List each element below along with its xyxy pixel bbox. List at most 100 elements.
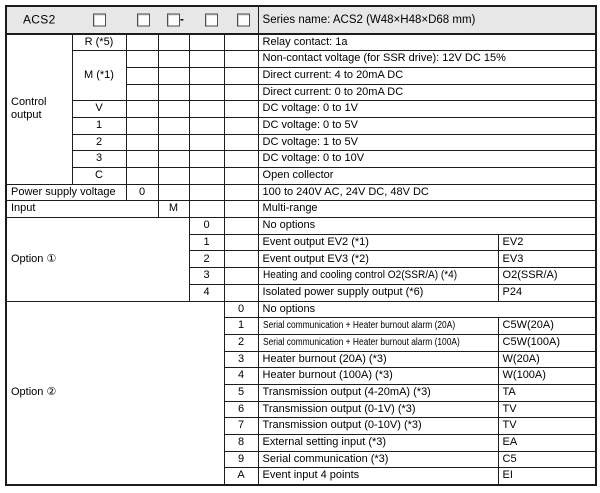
description-cell: Non-contact voltage (for SSR drive): 12V… bbox=[257, 50, 597, 68]
model-digit-checkbox-icon bbox=[137, 13, 150, 27]
code-cell: 8 bbox=[223, 434, 259, 452]
option-code-cell: EA bbox=[497, 434, 597, 452]
code-cell: 3 bbox=[71, 150, 127, 168]
description-cell: Open collector bbox=[257, 167, 597, 185]
series-name-cell: Series name: ACS2 (W48×H48×D68 mm) bbox=[257, 5, 597, 35]
table-row: Direct current: 4 to 20mA DC bbox=[6, 66, 597, 85]
description-cell: External setting input (*3) bbox=[257, 434, 499, 452]
section-label-control-output: Control output bbox=[5, 33, 73, 185]
code-cell: 6 bbox=[223, 400, 259, 419]
model-number-header-cell: ACS2 - bbox=[5, 5, 259, 35]
table-row: Power supply voltage 0 100 to 240V AC, 2… bbox=[5, 183, 597, 202]
code-cell: 2 bbox=[71, 133, 127, 152]
table-row: 2 Serial communication + Heater burnout … bbox=[6, 333, 597, 352]
table-row: Option ① 0 No options bbox=[5, 217, 597, 302]
code-cell: 0 bbox=[188, 217, 225, 235]
section-label-input: Input bbox=[5, 200, 159, 219]
table-row: 3 Heating and cooling control O2(SSR/A) … bbox=[6, 267, 597, 285]
description-cell: DC voltage: 0 to 1V bbox=[257, 100, 597, 118]
description-cell: Serial communication (*3) bbox=[257, 450, 499, 469]
code-cell: 2 bbox=[188, 250, 225, 269]
section-label-option2: Option ② bbox=[5, 300, 225, 486]
description-cell: Transmission output (4-20mA) (*3) bbox=[257, 383, 499, 402]
description-cell: Serial communication + Heater burnout al… bbox=[257, 333, 499, 352]
model-digit-checkbox-icon bbox=[237, 13, 250, 27]
code-cell: 4 bbox=[223, 367, 259, 385]
code-cell: C bbox=[71, 167, 127, 185]
description-cell: No options bbox=[257, 217, 597, 235]
option-code-cell: TV bbox=[497, 417, 597, 435]
option-code-cell: EI bbox=[497, 467, 597, 486]
code-cell: 1 bbox=[223, 317, 259, 335]
table-row: Control output R (*5) Relay contact: 1a bbox=[5, 33, 597, 185]
description-cell: Event input 4 points bbox=[257, 467, 499, 486]
description-cell: Isolated power supply output (*6) bbox=[257, 283, 499, 302]
code-cell: 3 bbox=[223, 350, 259, 369]
description-cell: Event output EV2 (*1) bbox=[257, 233, 499, 252]
option-code-cell: C5W(100A) bbox=[497, 333, 597, 352]
table-row: 2 DC voltage: 1 to 5V bbox=[6, 133, 597, 152]
section-label-power-supply: Power supply voltage bbox=[5, 183, 127, 202]
table-row: C Open collector bbox=[6, 167, 597, 185]
description-cell: DC voltage: 0 to 10V bbox=[257, 150, 597, 168]
option-code-cell: P24 bbox=[497, 283, 597, 302]
model-digit-checkbox-icon bbox=[205, 13, 218, 27]
table-row: 1 DC voltage: 0 to 5V bbox=[6, 116, 597, 135]
table-row: Input M Multi-range bbox=[5, 200, 597, 219]
code-cell: M (*1) bbox=[71, 50, 127, 102]
model-name-label: ACS2 bbox=[23, 12, 56, 27]
code-cell: 4 bbox=[188, 283, 225, 302]
table-row: 8 External setting input (*3) EA bbox=[6, 434, 597, 452]
table-row: 4 Heater burnout (100A) (*3) W(100A) bbox=[6, 367, 597, 385]
code-cell: 1 bbox=[188, 233, 225, 252]
option-code-cell: TA bbox=[497, 383, 597, 402]
table-row: Option ② 0 No options bbox=[5, 300, 597, 486]
code-cell: 2 bbox=[223, 333, 259, 352]
description-cell: No options bbox=[257, 300, 597, 319]
code-cell: R (*5) bbox=[71, 33, 127, 52]
code-cell: 0 bbox=[125, 183, 159, 202]
description-cell: Direct current: 4 to 20mA DC bbox=[257, 66, 597, 85]
option-code-cell: C5 bbox=[497, 450, 597, 469]
table-row: 3 DC voltage: 0 to 10V bbox=[6, 150, 597, 168]
option-code-cell: W(20A) bbox=[497, 350, 597, 369]
code-cell: 3 bbox=[188, 267, 225, 285]
code-cell: 5 bbox=[223, 383, 259, 402]
series-name-label: Series name: ACS2 (W48×H48×D68 mm) bbox=[262, 13, 476, 26]
description-cell: Heater burnout (100A) (*3) bbox=[257, 367, 499, 385]
option-code-cell: W(100A) bbox=[497, 367, 597, 385]
code-cell: A bbox=[223, 467, 259, 486]
option-code-cell: EV3 bbox=[497, 250, 597, 269]
description-cell: Multi-range bbox=[257, 200, 597, 219]
code-cell: 9 bbox=[223, 450, 259, 469]
code-cell: 7 bbox=[223, 417, 259, 435]
table-row: 2 Event output EV3 (*2) EV3 bbox=[6, 250, 597, 269]
code-cell: 1 bbox=[71, 116, 127, 135]
model-ordering-table: ACS2 - Series name: ACS2 (W48×H48×D68 mm… bbox=[5, 5, 598, 486]
description-cell: Event output EV3 (*2) bbox=[257, 250, 499, 269]
description-cell: Transmission output (0-10V) (*3) bbox=[257, 417, 499, 435]
description-cell: DC voltage: 0 to 5V bbox=[257, 116, 597, 135]
dash-separator: - bbox=[180, 13, 184, 26]
description-cell: DC voltage: 1 to 5V bbox=[257, 133, 597, 152]
description-cell: 100 to 240V AC, 24V DC, 48V DC bbox=[257, 183, 597, 202]
description-cell: Transmission output (0-1V) (*3) bbox=[257, 400, 499, 419]
table-row: 9 Serial communication (*3) C5 bbox=[6, 450, 597, 469]
option-code-cell: TV bbox=[497, 400, 597, 419]
model-digit-checkbox-icon bbox=[93, 13, 106, 27]
code-cell: V bbox=[71, 100, 127, 118]
description-cell: Direct current: 0 to 20mA DC bbox=[257, 83, 597, 102]
table-row: A Event input 4 points EI bbox=[6, 467, 597, 486]
description-cell: Heater burnout (20A) (*3) bbox=[257, 350, 499, 369]
table-row: 6 Transmission output (0-1V) (*3) TV bbox=[6, 400, 597, 419]
description-cell: Heating and cooling control O2(SSR/A) (*… bbox=[257, 267, 499, 285]
table-row: Direct current: 0 to 20mA DC bbox=[6, 83, 597, 102]
option-code-cell: EV2 bbox=[497, 233, 597, 252]
model-digit-checkbox-icon bbox=[167, 13, 180, 27]
table-row: M (*1) Non-contact voltage (for SSR driv… bbox=[6, 50, 597, 102]
option-code-cell: O2(SSR/A) bbox=[497, 267, 597, 285]
section-label-option1: Option ① bbox=[5, 217, 190, 302]
code-cell: M bbox=[157, 200, 190, 219]
description-cell: Serial communication + Heater burnout al… bbox=[257, 317, 499, 335]
